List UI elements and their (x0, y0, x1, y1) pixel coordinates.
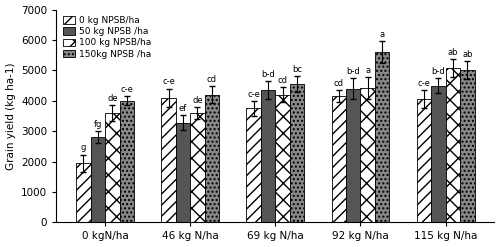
Text: ab: ab (448, 48, 458, 57)
Bar (375, 52, 390, 222)
Bar (246, 108, 261, 222)
Bar (190, 113, 204, 222)
Text: b-d: b-d (261, 70, 275, 79)
Bar (162, 98, 176, 222)
Text: c-e: c-e (418, 79, 430, 88)
Text: c-e: c-e (247, 90, 260, 99)
Text: a: a (365, 66, 370, 75)
Bar (360, 88, 375, 222)
Text: a: a (380, 30, 384, 39)
Text: cd: cd (207, 75, 217, 84)
Text: b-d: b-d (346, 67, 360, 76)
Text: c-e: c-e (162, 78, 175, 86)
Bar (460, 70, 474, 222)
Bar (261, 90, 276, 222)
Bar (276, 95, 290, 222)
Bar (90, 137, 105, 222)
Text: ab: ab (462, 50, 472, 59)
Text: g: g (80, 144, 86, 152)
Bar (332, 96, 346, 222)
Bar (176, 123, 190, 222)
Text: fg: fg (94, 120, 102, 129)
Bar (346, 89, 360, 222)
Legend: 0 kg NPSB/ha, 50 kg NPSB /ha, 100 kg NPSB/ha, 150kg NPSB /ha: 0 kg NPSB/ha, 50 kg NPSB /ha, 100 kg NPS… (61, 14, 153, 61)
Bar (105, 113, 120, 222)
Bar (416, 99, 431, 222)
Text: cd: cd (278, 76, 287, 85)
Text: ef: ef (179, 104, 187, 113)
Y-axis label: Grain yield (kg ha-1): Grain yield (kg ha-1) (6, 62, 16, 170)
Bar (446, 68, 460, 222)
Text: de: de (192, 96, 203, 105)
Bar (76, 163, 90, 222)
Text: c-e: c-e (120, 85, 134, 94)
Bar (290, 84, 304, 222)
Bar (431, 85, 446, 222)
Text: bc: bc (292, 65, 302, 74)
Bar (204, 95, 219, 222)
Text: de: de (107, 94, 118, 103)
Bar (120, 101, 134, 222)
Text: b-d: b-d (432, 67, 445, 76)
Text: cd: cd (334, 79, 344, 88)
